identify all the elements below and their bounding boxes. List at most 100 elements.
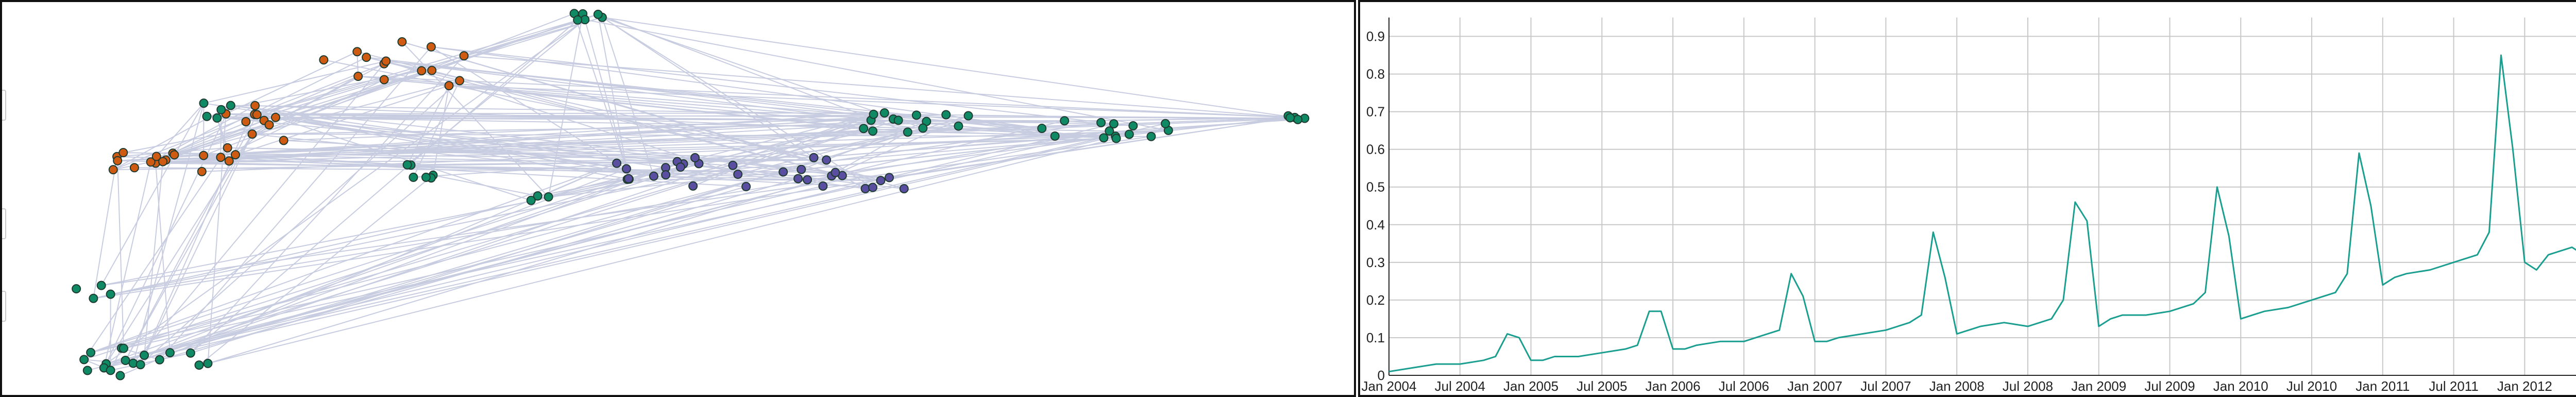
- graph-node-green[interactable]: [89, 293, 98, 303]
- graph-node-green[interactable]: [96, 280, 106, 290]
- graph-node-orange[interactable]: [170, 150, 179, 160]
- graph-node-orange[interactable]: [270, 112, 280, 122]
- graph-node-orange[interactable]: [381, 56, 391, 66]
- graph-node-green[interactable]: [593, 9, 603, 19]
- graph-node-orange[interactable]: [362, 53, 371, 62]
- graph-node-orange[interactable]: [353, 71, 363, 81]
- graph-node-orange[interactable]: [197, 167, 207, 176]
- graph-node-purple[interactable]: [675, 162, 685, 172]
- network-graph[interactable]: [2, 2, 1354, 395]
- graph-node-purple[interactable]: [831, 168, 840, 177]
- graph-node-orange[interactable]: [108, 165, 118, 175]
- graph-node-purple[interactable]: [803, 175, 812, 185]
- graph-node-green[interactable]: [199, 98, 209, 108]
- graph-node-green[interactable]: [859, 124, 869, 134]
- graph-node-green[interactable]: [868, 126, 878, 136]
- graph-node-green[interactable]: [918, 123, 928, 133]
- graph-node-green[interactable]: [140, 351, 149, 360]
- graph-node-orange[interactable]: [455, 76, 465, 86]
- graph-node-green[interactable]: [1124, 129, 1134, 139]
- graph-node-orange[interactable]: [230, 150, 240, 160]
- graph-node-purple[interactable]: [690, 153, 700, 162]
- graph-node-purple[interactable]: [688, 181, 698, 191]
- graph-node-green[interactable]: [72, 284, 81, 294]
- graph-node-green[interactable]: [1060, 116, 1070, 126]
- graph-node-green[interactable]: [526, 195, 536, 205]
- graph-node-green[interactable]: [1293, 114, 1303, 124]
- graph-node-green[interactable]: [544, 192, 553, 202]
- graph-node-orange[interactable]: [352, 47, 362, 57]
- graph-node-orange[interactable]: [118, 148, 128, 158]
- graph-node-purple[interactable]: [818, 181, 828, 191]
- graph-node-green[interactable]: [941, 110, 951, 120]
- graph-node-green[interactable]: [79, 355, 89, 365]
- graph-node-green[interactable]: [226, 101, 235, 110]
- graph-node-green[interactable]: [194, 360, 204, 370]
- graph-node-green[interactable]: [402, 160, 412, 170]
- graph-node-purple[interactable]: [860, 184, 870, 193]
- graph-node-green[interactable]: [155, 355, 164, 365]
- graph-node-green[interactable]: [1109, 119, 1118, 129]
- graph-node-green[interactable]: [963, 111, 973, 121]
- graph-nodes[interactable]: [72, 9, 1310, 381]
- graph-node-orange[interactable]: [151, 152, 161, 161]
- graph-node-purple[interactable]: [796, 164, 806, 174]
- graph-node-green[interactable]: [409, 172, 418, 182]
- graph-node-green[interactable]: [1285, 113, 1295, 123]
- graph-node-purple[interactable]: [899, 184, 909, 193]
- graph-node-orange[interactable]: [459, 51, 469, 61]
- graph-node-orange[interactable]: [146, 157, 156, 167]
- scroll-handle[interactable]: [2, 291, 6, 322]
- graph-node-green[interactable]: [216, 105, 226, 114]
- graph-node-green[interactable]: [115, 371, 125, 381]
- graph-node-green[interactable]: [1128, 121, 1138, 130]
- graph-node-green[interactable]: [185, 348, 195, 358]
- graph-node-orange[interactable]: [199, 151, 209, 160]
- graph-node-orange[interactable]: [379, 75, 389, 85]
- graph-node-green[interactable]: [203, 358, 213, 368]
- graph-node-green[interactable]: [1105, 126, 1114, 136]
- network-graph-panel[interactable]: [0, 0, 1356, 397]
- graph-node-orange[interactable]: [417, 66, 427, 76]
- graph-node-purple[interactable]: [868, 183, 877, 192]
- graph-node-green[interactable]: [1096, 118, 1106, 127]
- graph-node-green[interactable]: [573, 15, 583, 25]
- graph-node-orange[interactable]: [247, 129, 257, 139]
- graph-node-orange[interactable]: [427, 65, 437, 75]
- graph-node-orange[interactable]: [319, 55, 329, 65]
- graph-node-orange[interactable]: [113, 156, 123, 166]
- graph-node-green[interactable]: [86, 348, 96, 357]
- graph-node-green[interactable]: [1050, 131, 1060, 141]
- graph-node-green[interactable]: [1037, 124, 1047, 134]
- graph-node-purple[interactable]: [885, 173, 894, 183]
- graph-node-green[interactable]: [121, 356, 130, 366]
- graph-node-orange[interactable]: [216, 153, 226, 162]
- graph-node-green[interactable]: [202, 111, 212, 121]
- graph-node-purple[interactable]: [661, 170, 671, 180]
- graph-node-purple[interactable]: [778, 167, 788, 177]
- graph-node-green[interactable]: [1146, 131, 1156, 141]
- graph-node-green[interactable]: [903, 127, 912, 137]
- graph-node-purple[interactable]: [793, 174, 803, 184]
- graph-node-green[interactable]: [533, 191, 543, 201]
- graph-node-orange[interactable]: [264, 120, 274, 130]
- graph-node-purple[interactable]: [621, 164, 631, 174]
- graph-node-green[interactable]: [421, 172, 431, 182]
- graph-node-green[interactable]: [135, 360, 145, 370]
- graph-node-green[interactable]: [954, 121, 963, 131]
- graph-node-green[interactable]: [1111, 134, 1121, 143]
- graph-node-orange[interactable]: [279, 136, 289, 145]
- graph-node-green[interactable]: [106, 289, 115, 299]
- graph-node-purple[interactable]: [741, 181, 751, 191]
- graph-node-orange[interactable]: [224, 156, 234, 166]
- graph-node-purple[interactable]: [809, 153, 819, 162]
- graph-node-purple[interactable]: [612, 158, 622, 168]
- graph-node-purple[interactable]: [649, 171, 658, 181]
- graph-node-green[interactable]: [82, 366, 92, 375]
- graph-node-green[interactable]: [911, 110, 921, 120]
- graph-node-green[interactable]: [118, 343, 128, 353]
- scroll-handle[interactable]: [2, 90, 6, 121]
- graph-node-orange[interactable]: [252, 110, 262, 120]
- graph-node-green[interactable]: [106, 366, 115, 375]
- graph-node-purple[interactable]: [822, 155, 832, 165]
